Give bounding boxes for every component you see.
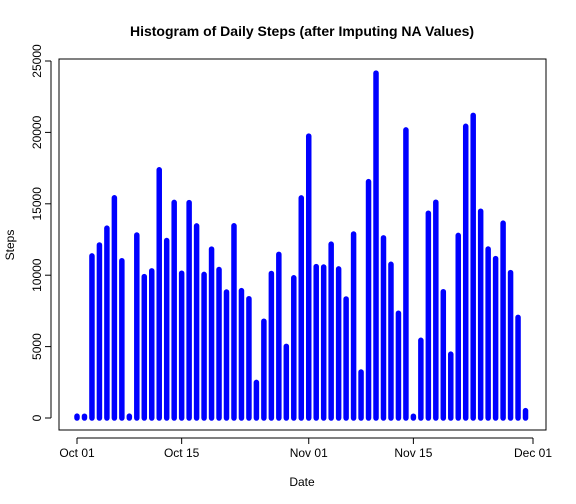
plot-frame [58,58,547,431]
x-tick-label: Oct 01 [59,446,95,460]
y-tick-label: 0 [30,414,44,421]
x-tick-label: Dec 01 [514,446,552,460]
bars-group [74,70,529,421]
y-tick-label: 5000 [30,333,44,360]
y-tick-label: 25000 [30,44,44,78]
x-axis: Oct 01 Oct 15 Nov 01 Nov 15 Dec 01 [59,437,552,460]
y-tick-label: 15000 [30,187,44,221]
x-tick-label: Oct 15 [164,446,200,460]
chart-title: Histogram of Daily Steps (after Imputing… [130,23,474,39]
x-tick-label: Nov 15 [394,446,432,460]
y-tick-label: 10000 [30,258,44,292]
y-axis-label: Steps [3,230,17,261]
y-axis: 0 5000 10000 15000 20000 25000 [30,44,52,421]
x-tick-label: Nov 01 [290,446,328,460]
x-axis-label: Date [289,475,315,489]
y-tick-label: 20000 [30,115,44,149]
